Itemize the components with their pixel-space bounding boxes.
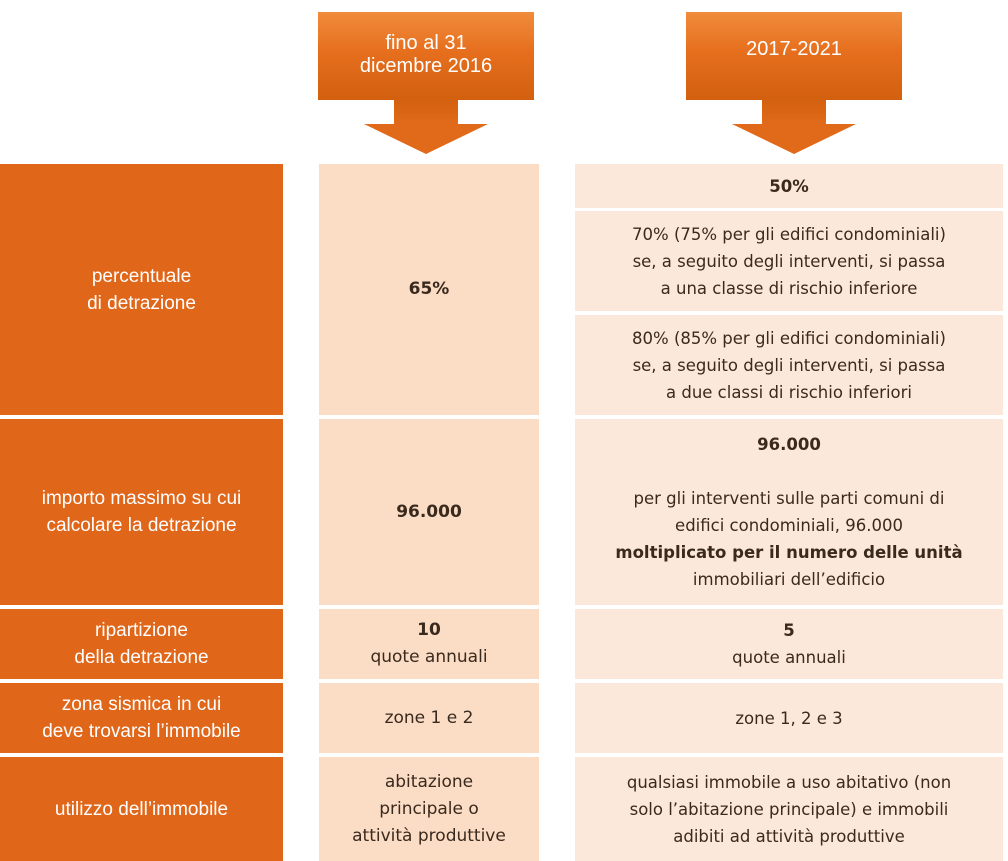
label-line: calcolare la detrazione xyxy=(46,515,237,536)
label-line: importo massimo su cui xyxy=(41,488,242,509)
header-label: 2017-2021 xyxy=(686,38,902,61)
label-line: utilizzo dell’immobile xyxy=(54,798,229,820)
label-importo: importo massimo su cui calcolare la detr… xyxy=(0,419,283,605)
label-line: ripartizione xyxy=(95,620,188,641)
text-line: per gli interventi sulle parti comuni di xyxy=(633,489,945,508)
text-line: a due classi di rischio inferiori xyxy=(665,382,913,402)
label-line: della detrazione xyxy=(74,647,209,668)
header-line: 2017-2021 xyxy=(746,38,842,60)
text-line: principale o xyxy=(379,798,479,819)
after-utilizzo: qualsiasi immobile a uso abitativo (non … xyxy=(575,757,1003,861)
arrow-down-icon xyxy=(364,124,488,154)
value: 50% xyxy=(769,176,809,196)
label-ripartizione: ripartizione della detrazione xyxy=(0,609,283,679)
label-percentuale: percentuale di detrazione xyxy=(0,164,283,415)
header-box xyxy=(318,12,534,100)
text-line: immobiliari dell’edificio xyxy=(692,570,886,589)
value: zone 1 e 2 xyxy=(384,707,474,728)
before-utilizzo: abitazione principale o attività produtt… xyxy=(319,757,539,861)
text-line: a una classe di rischio inferiore xyxy=(660,278,918,298)
after-zona: zone 1, 2 e 3 xyxy=(575,683,1003,753)
label-line: deve trovarsi l’immobile xyxy=(42,721,241,742)
text-line: qualsiasi immobile a uso abitativo (non xyxy=(626,772,952,792)
text-line: edifici condominiali, 96.000 xyxy=(675,516,903,535)
after-percentuale-base: 50% xyxy=(575,164,1003,208)
label-line: percentuale xyxy=(91,265,192,287)
label-utilizzo: utilizzo dell’immobile xyxy=(0,757,283,861)
unit: quote annuali xyxy=(370,647,488,667)
label-zona: zona sismica in cui deve trovarsi l’immo… xyxy=(0,683,283,753)
text-line: adibiti ad attività produttive xyxy=(673,826,905,846)
after-percentuale-opt2: 80% (85% per gli edifici condominiali) s… xyxy=(575,315,1003,415)
text-line: attività produttive xyxy=(352,825,506,846)
text-line: moltiplicato per il numero delle unità xyxy=(615,543,963,562)
header-line: dicembre 2016 xyxy=(359,55,493,77)
before-zona: zone 1 e 2 xyxy=(319,683,539,753)
after-ripartizione: 5 quote annuali xyxy=(575,609,1003,679)
text-line: 70% (75% per gli edifici condominiali) xyxy=(632,224,946,244)
value: 10 xyxy=(417,620,441,640)
text-line: se, a seguito degli interventi, si passa xyxy=(632,251,946,271)
header-line: fino al 31 xyxy=(385,32,467,54)
value: 65% xyxy=(408,279,450,299)
header-arrow-stem xyxy=(394,98,458,128)
value: 5 xyxy=(783,621,795,640)
header-label: fino al 31 dicembre 2016 xyxy=(318,32,534,78)
text-line: solo l’abitazione principale) e immobili xyxy=(629,799,949,819)
header-fino-al-2016: fino al 31 dicembre 2016 xyxy=(318,12,534,154)
before-importo: 96.000 xyxy=(319,419,539,605)
header-2017-2021: 2017-2021 xyxy=(686,12,902,154)
label-line: di detrazione xyxy=(87,292,196,314)
header-box xyxy=(686,12,902,100)
text-line: abitazione xyxy=(384,771,474,792)
text-line: 80% (85% per gli edifici condominiali) xyxy=(632,328,946,348)
value: 96.000 xyxy=(757,435,821,454)
before-ripartizione: 10 quote annuali xyxy=(319,609,539,679)
value: zone 1, 2 e 3 xyxy=(735,708,843,728)
unit: quote annuali xyxy=(732,648,846,667)
header-arrow-stem xyxy=(762,98,826,128)
value: 96.000 xyxy=(396,501,462,522)
text-line: se, a seguito degli interventi, si passa xyxy=(632,355,946,375)
after-importo: 96.000 per gli interventi sulle parti co… xyxy=(575,419,1003,605)
arrow-down-icon xyxy=(732,124,856,154)
after-percentuale-opt1: 70% (75% per gli edifici condominiali) s… xyxy=(575,211,1003,311)
before-percentuale: 65% xyxy=(319,164,539,415)
label-line: zona sismica in cui xyxy=(61,694,222,715)
